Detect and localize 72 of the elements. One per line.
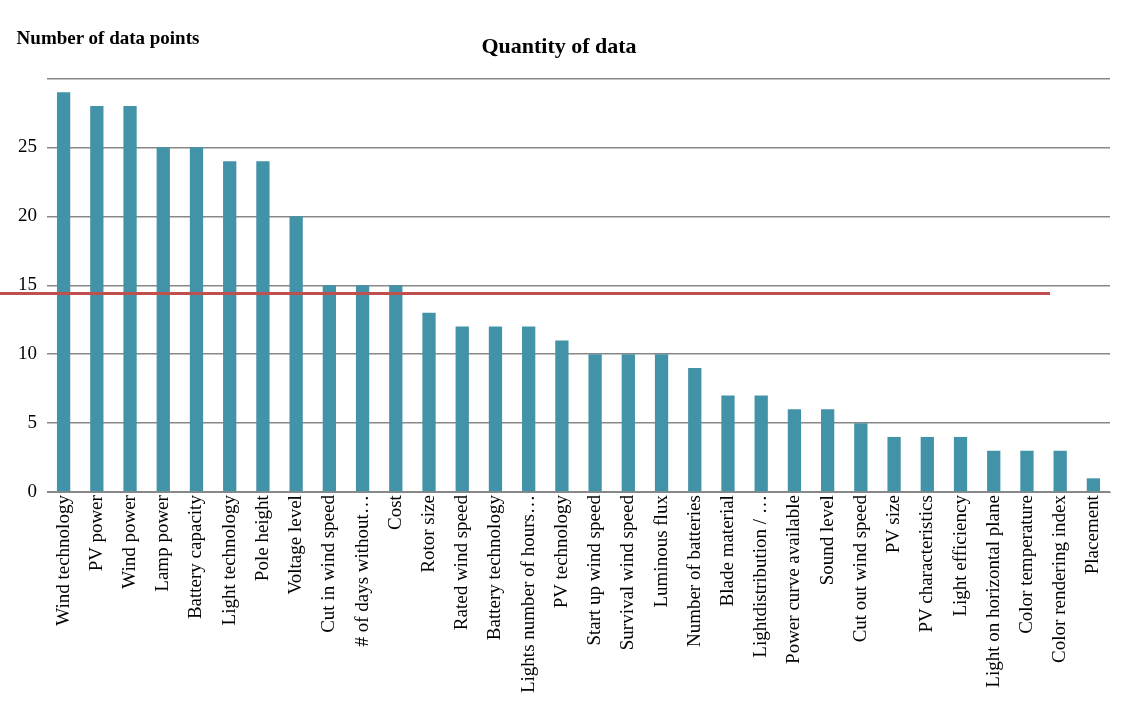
x-tick-label: PV size (882, 495, 904, 554)
x-tick-label: Survival wind speed (616, 494, 638, 651)
bar (754, 395, 768, 492)
bar (56, 92, 71, 492)
x-tick-label: Power curve available (782, 495, 804, 664)
y-tick-label: 25 (18, 135, 37, 157)
bar (821, 409, 835, 492)
bar (654, 354, 669, 492)
y-tick-label: 5 (27, 411, 37, 433)
bar (289, 216, 303, 492)
x-tick-label: Color temperature (1014, 495, 1036, 634)
x-tick-label: Cut in wind speed (317, 494, 339, 633)
x-tick-label: Wind power (118, 494, 140, 589)
bar (787, 409, 802, 492)
bar (522, 326, 536, 492)
x-tick-label: Battery capacity (184, 494, 206, 620)
bar (555, 340, 569, 492)
x-tick-label: Cost (383, 494, 405, 530)
x-tick-label: Color rendering index (1048, 494, 1070, 663)
bar (1086, 478, 1101, 492)
x-tick-label: Lightdistribution / … (749, 495, 771, 658)
x-tick-label: Lamp power (151, 494, 173, 592)
bar (256, 161, 270, 492)
bar (854, 423, 868, 492)
bar (887, 436, 901, 492)
x-tick-label: Number of batteries (682, 495, 704, 648)
bar (422, 312, 436, 492)
x-tick-label: # of days without… (350, 495, 372, 647)
bar (1020, 450, 1034, 492)
x-tick-label: Battery technology (483, 494, 505, 641)
y-tick-label: 15 (18, 273, 37, 295)
x-tick-label: Light efficiency (948, 494, 970, 617)
bar (920, 436, 934, 492)
x-tick-label: Luminous flux (649, 494, 671, 608)
bar (987, 450, 1001, 492)
bar (1053, 450, 1067, 492)
x-tick-label: Cut out wind speed (848, 494, 870, 643)
y-axis-title: Number of data points (15, 26, 201, 50)
y-tick-label: 20 (18, 204, 37, 226)
bar (355, 285, 370, 492)
x-tick-label: Placement (1081, 494, 1103, 575)
y-tick-label: 0 (27, 480, 37, 502)
bar (588, 354, 602, 492)
x-tick-label: Voltage level (284, 495, 306, 595)
x-tick-label: Rotor size (417, 495, 438, 573)
bar (90, 105, 104, 492)
bar (189, 147, 204, 492)
bar (721, 395, 735, 492)
bar (688, 367, 702, 492)
bar (455, 326, 469, 492)
bar (488, 326, 503, 492)
x-tick-label: Lights number of hours… (516, 495, 538, 694)
y-tick-label: 10 (18, 342, 37, 364)
x-tick-label: Blade material (715, 495, 737, 607)
bar (123, 105, 137, 492)
x-tick-label: Light on horizontal plane (981, 495, 1003, 688)
x-tick-label: Sound level (815, 495, 837, 586)
x-tick-label: PV power (84, 494, 106, 572)
x-tick-label: PV characteristics (915, 495, 937, 633)
bar (223, 161, 237, 492)
x-tick-label: Light technology (217, 494, 239, 626)
bar (156, 147, 170, 492)
x-tick-label: Start up wind speed (583, 494, 605, 646)
chart-title: Quantity of data (481, 32, 637, 58)
bar (389, 285, 403, 492)
x-tick-label: Pole height (250, 494, 272, 582)
x-tick-label: PV technology (549, 494, 571, 609)
bar (953, 436, 968, 492)
x-tick-label: Rated wind speed (450, 494, 472, 631)
x-tick-label: Wind technology (51, 494, 73, 626)
bar (621, 354, 635, 492)
bar (322, 285, 336, 492)
